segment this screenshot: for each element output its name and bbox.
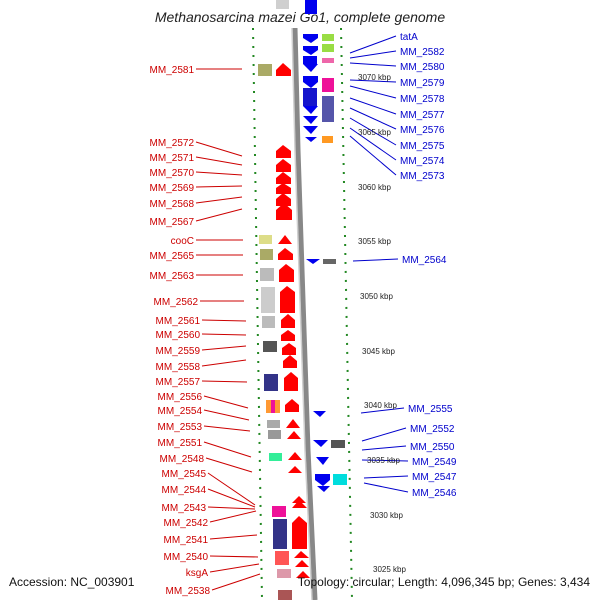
gene-label: MM_2554	[158, 406, 203, 417]
left-leaders	[195, 68, 261, 591]
tick-label: 3025 kbp	[373, 565, 406, 574]
forward-genes	[258, 63, 310, 600]
gene-label: MM_2574	[400, 156, 445, 167]
scale-ticks: 3070 kbp 3065 kbp 3060 kbp 3055 kbp 3050…	[358, 73, 406, 574]
genome-backbone	[292, 27, 318, 600]
gene-label: MM_2557	[156, 377, 201, 388]
gene-label: MM_2552	[410, 424, 455, 435]
gene-label: MM_2577	[400, 110, 445, 121]
gene-label: MM_2544	[162, 485, 207, 496]
gene-label: MM_2571	[150, 153, 195, 164]
gene-label: MM_2547	[412, 472, 457, 483]
right-dotted-track	[340, 27, 353, 600]
tick-label: 3070 kbp	[358, 73, 391, 82]
partial-gene-block	[276, 0, 289, 9]
right-gene-labels: tatA MM_2582 MM_2580 MM_2579 MM_2578 MM_…	[400, 32, 457, 499]
partial-gene-block	[305, 0, 317, 14]
reverse-genes-top	[303, 34, 334, 143]
gene-label: ksgA	[186, 568, 209, 579]
gene-label: MM_2573	[400, 171, 445, 182]
gene-label: MM_2553	[158, 422, 203, 433]
tick-label: 3035 kbp	[367, 456, 400, 465]
gene-label: MM_2558	[156, 362, 201, 373]
gene-label: MM_2562	[154, 297, 199, 308]
gene-label: MM_2581	[150, 65, 195, 76]
tick-label: 3030 kbp	[370, 511, 403, 520]
gene-label: MM_2567	[150, 217, 195, 228]
gene-label: MM_2570	[150, 168, 195, 179]
gene-label: MM_2541	[164, 535, 209, 546]
gene-label: MM_2572	[150, 138, 195, 149]
gene-label: MM_2563	[150, 271, 195, 282]
gene-label: MM_2578	[400, 94, 445, 105]
gene-label: MM_2568	[150, 199, 195, 210]
gene-label: MM_2550	[410, 442, 455, 453]
gene-label: MM_2576	[400, 125, 445, 136]
tick-label: 3040 kbp	[364, 401, 397, 410]
left-gene-labels: MM_2581 MM_2572 MM_2571 MM_2570 MM_2569 …	[150, 65, 211, 597]
left-dotted-track	[252, 27, 263, 600]
gene-label: cooC	[171, 236, 194, 247]
accession-text: Accession: NC_003901	[9, 575, 135, 589]
gene-label: MM_2580	[400, 62, 445, 73]
tick-label: 3050 kbp	[360, 292, 393, 301]
gene-label: MM_2538	[166, 586, 211, 597]
gene-label: tatA	[400, 32, 418, 43]
gene-label: MM_2579	[400, 78, 445, 89]
gene-label: MM_2540	[164, 552, 209, 563]
gene-label: MM_2569	[150, 183, 195, 194]
gene-label: MM_2542	[164, 518, 209, 529]
gene-label: MM_2556	[158, 392, 203, 403]
gene-label: MM_2565	[150, 251, 195, 262]
gene-label: MM_2545	[162, 469, 207, 480]
reverse-genes-lower	[306, 259, 347, 492]
gene-label: MM_2575	[400, 141, 445, 152]
gene-label: MM_2564	[402, 255, 447, 266]
tick-label: 3045 kbp	[362, 347, 395, 356]
gene-label: MM_2546	[412, 488, 457, 499]
gene-label: MM_2549	[412, 457, 457, 468]
genome-info-text: Topology: circular; Length: 4,096,345 bp…	[297, 575, 590, 589]
gene-label: MM_2559	[156, 346, 201, 357]
map-title: Methanosarcina mazei Go1, complete genom…	[154, 9, 446, 25]
gene-label: MM_2548	[160, 454, 205, 465]
gene-label: MM_2560	[156, 330, 201, 341]
gene-label: MM_2561	[156, 316, 201, 327]
gene-label: MM_2543	[162, 503, 207, 514]
tick-label: 3055 kbp	[358, 237, 391, 246]
gene-label: MM_2551	[158, 438, 203, 449]
genome-backbone-shadow	[291, 27, 313, 600]
right-leaders	[349, 35, 409, 493]
tick-label: 3065 kbp	[358, 128, 391, 137]
gene-label: MM_2582	[400, 47, 445, 58]
gene-label: MM_2555	[408, 404, 453, 415]
tick-label: 3060 kbp	[358, 183, 391, 192]
